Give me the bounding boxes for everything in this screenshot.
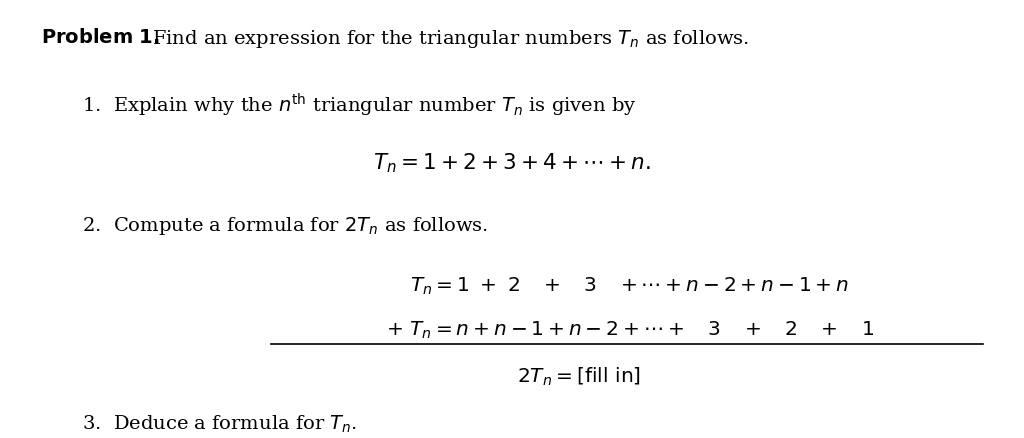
Text: $+\ T_n = n+n-1+n-2+\cdots+\quad 3 \quad + \quad 2 \quad + \quad 1$: $+\ T_n = n+n-1+n-2+\cdots+\quad 3 \quad… — [386, 320, 873, 341]
Text: $T_n = 1 \ + \ 2 \quad + \quad 3 \quad + \cdots + n-2+n-1+n$: $T_n = 1 \ + \ 2 \quad + \quad 3 \quad +… — [411, 276, 849, 297]
Text: Find an expression for the triangular numbers $T_n$ as follows.: Find an expression for the triangular nu… — [152, 28, 749, 50]
Text: 2.  Compute a formula for $2T_n$ as follows.: 2. Compute a formula for $2T_n$ as follo… — [82, 215, 488, 237]
Text: 1.  Explain why the $n^{\mathrm{th}}$ triangular number $T_n$ is given by: 1. Explain why the $n^{\mathrm{th}}$ tri… — [82, 92, 637, 119]
Text: $T_n = 1 + 2 + 3 + 4 + \cdots + n.$: $T_n = 1 + 2 + 3 + 4 + \cdots + n.$ — [373, 151, 651, 175]
Text: $\bf{Problem\ 1.}$: $\bf{Problem\ 1.}$ — [41, 28, 160, 47]
Text: 3.  Deduce a formula for $T_n$.: 3. Deduce a formula for $T_n$. — [82, 414, 357, 435]
Text: $2T_n = \mathrm{[fill\ in]}$: $2T_n = \mathrm{[fill\ in]}$ — [516, 366, 641, 388]
